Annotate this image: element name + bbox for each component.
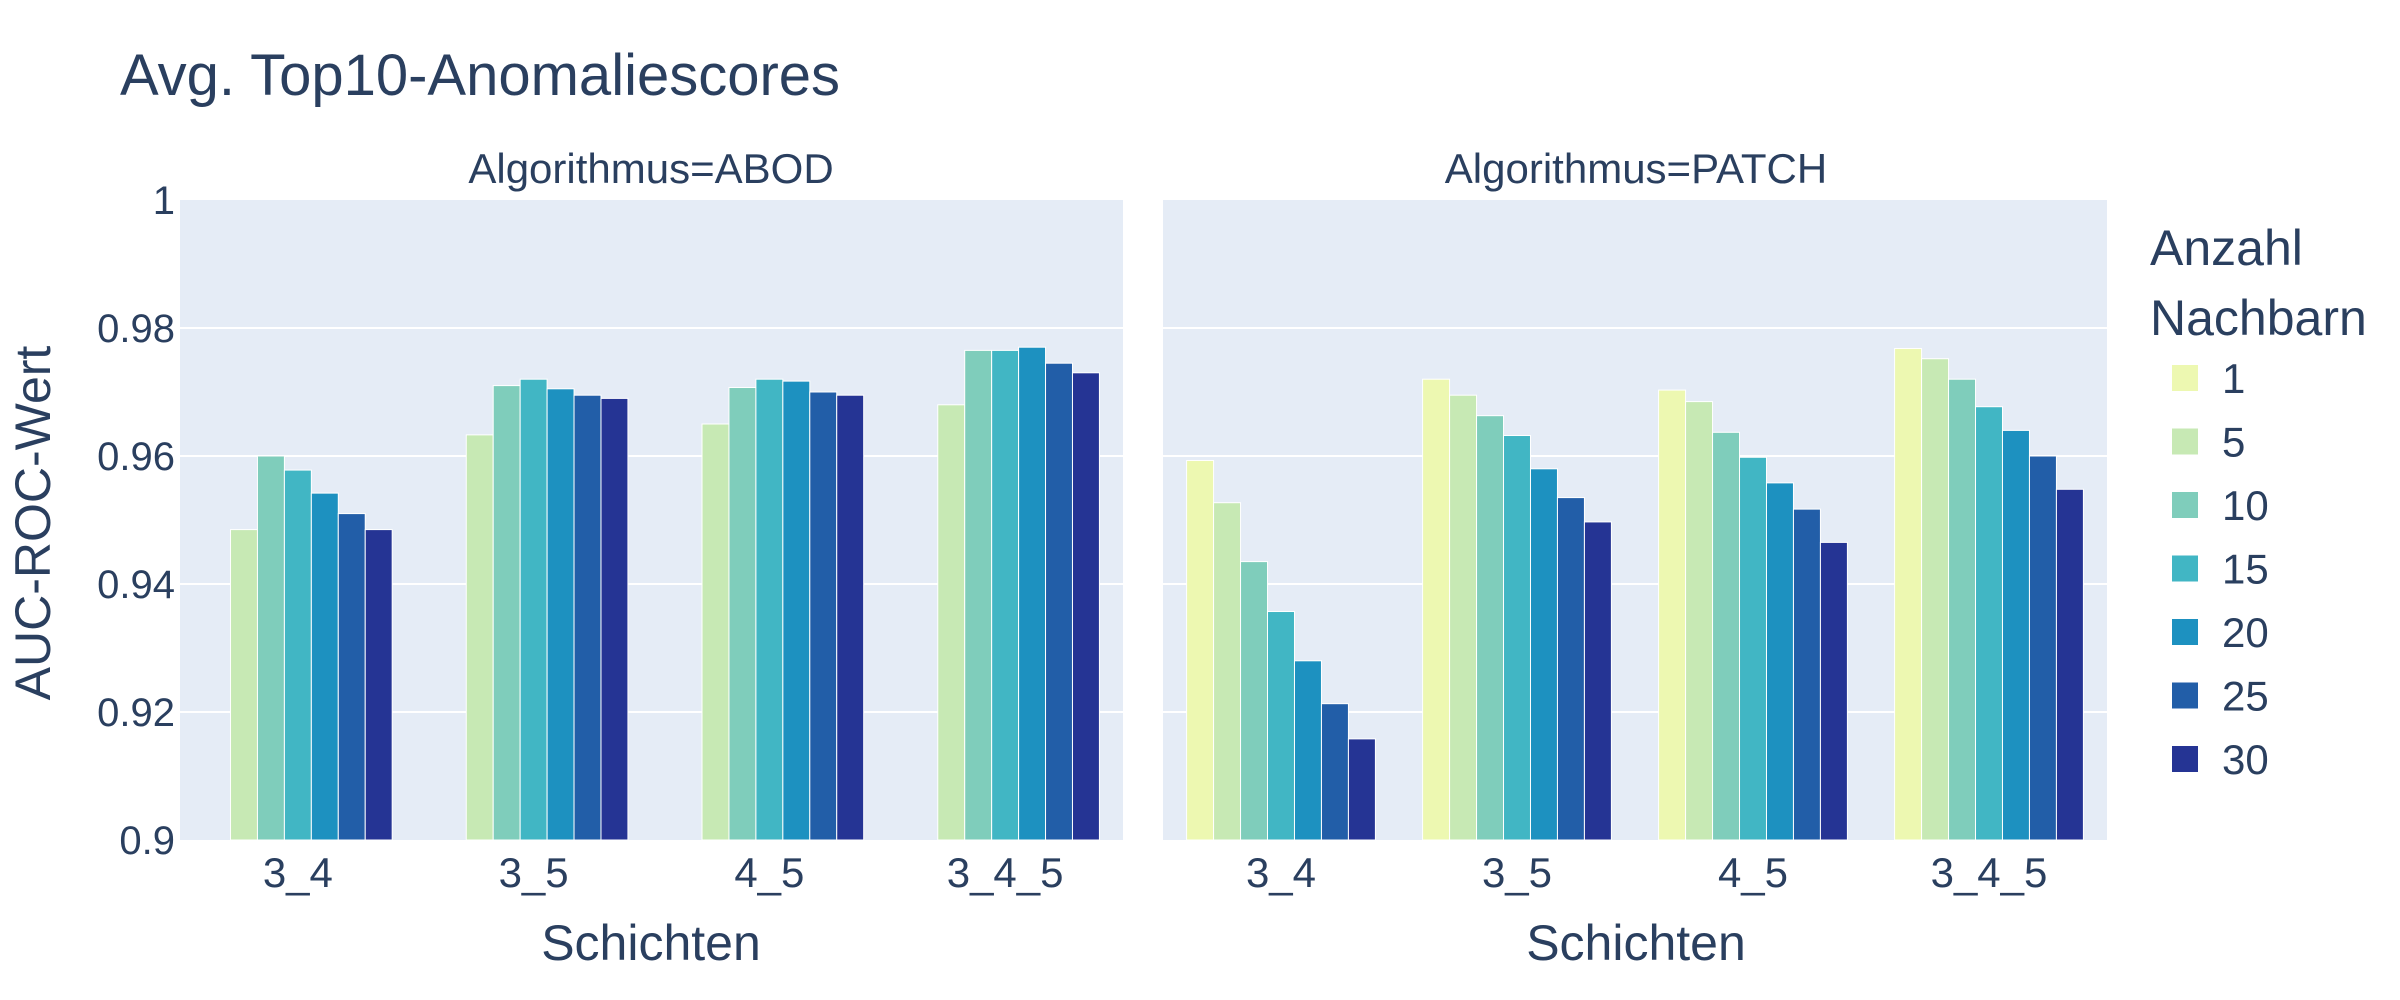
bar <box>1071 372 1100 841</box>
bar <box>2001 429 2030 841</box>
facet-abod: Algorithmus=ABOD Schichten 3_4 3_5 4_5 3_4_… <box>180 145 1123 971</box>
legend-swatch <box>2172 682 2198 709</box>
y-tick-label: 1 <box>153 179 175 223</box>
bar <box>1556 497 1585 841</box>
bar <box>1712 431 1741 841</box>
bar <box>1658 389 1687 841</box>
x-tick-label: 3_5 <box>499 849 569 896</box>
bar <box>1186 459 1215 841</box>
x-axis-label-abod: Schichten <box>541 915 761 971</box>
bar <box>1476 415 1505 841</box>
bar <box>937 404 966 841</box>
bar <box>1921 358 1950 841</box>
x-tick-label: 4_5 <box>1718 849 1788 896</box>
bar <box>728 387 757 841</box>
bar <box>1018 346 1047 841</box>
chart-title: Avg. Top10-Anomaliescores <box>120 43 840 108</box>
bar <box>546 388 575 841</box>
bar <box>1293 660 1322 841</box>
bar <box>1529 468 1558 841</box>
bar <box>1045 362 1073 841</box>
legend-swatch <box>2172 428 2198 455</box>
bar <box>2055 488 2084 841</box>
bar <box>1739 456 1767 841</box>
x-axis-label-patch: Schichten <box>1526 915 1746 971</box>
y-tick-label: 0.98 <box>97 307 175 351</box>
bar <box>701 423 730 841</box>
bar <box>1685 401 1714 841</box>
bar <box>492 385 521 841</box>
bar <box>465 434 494 841</box>
y-axis-label: AUC-ROC-Wert <box>5 346 61 701</box>
legend-label: 10 <box>2222 482 2269 529</box>
x-tick-label: 4_5 <box>734 849 804 896</box>
bar <box>1347 738 1376 841</box>
bar <box>1240 561 1269 841</box>
y-tick-label: 0.96 <box>97 435 175 479</box>
bar <box>964 349 993 841</box>
bar <box>1583 521 1612 841</box>
bar <box>1449 394 1478 841</box>
bar <box>1320 703 1349 841</box>
x-tick-label: 3_4 <box>263 849 333 896</box>
bar <box>1975 406 2003 841</box>
bar <box>256 455 285 841</box>
facet-title-abod: Algorithmus=ABOD <box>468 145 833 192</box>
bar <box>283 469 312 841</box>
bar <box>809 391 838 841</box>
bar <box>337 513 366 841</box>
legend-label: 1 <box>2222 355 2245 402</box>
bar <box>364 529 393 841</box>
legend-label: 15 <box>2222 546 2269 593</box>
facet-patch: Algorithmus=PATCH Schichten 3_4 3_5 4_5 3_4… <box>1163 145 2107 971</box>
legend-label: 30 <box>2222 736 2269 783</box>
legend-swatch <box>2172 555 2198 582</box>
bar <box>1503 435 1531 841</box>
bar <box>1792 508 1821 841</box>
legend-label: 5 <box>2222 419 2245 466</box>
legend-title-line-1: Anzahl <box>2150 220 2303 276</box>
x-tick-label: 3_5 <box>1482 849 1552 896</box>
legend-swatch <box>2172 492 2198 518</box>
legend-swatch <box>2172 746 2198 772</box>
y-tick-label: 0.9 <box>119 819 175 863</box>
bar <box>2028 455 2057 841</box>
legend-title-line-2: Nachbarn <box>2150 290 2367 346</box>
y-tick-label: 0.92 <box>97 691 175 735</box>
bar <box>310 492 339 841</box>
x-tick-label: 3_4_5 <box>1931 849 2048 896</box>
x-tick-label: 3_4_5 <box>947 849 1064 896</box>
bar <box>1213 502 1242 841</box>
legend-swatch <box>2172 365 2198 391</box>
bar <box>519 378 548 841</box>
bar <box>1819 541 1848 841</box>
bar <box>836 394 865 841</box>
bar <box>1948 378 1977 841</box>
bar <box>573 394 602 841</box>
legend-label: 20 <box>2222 609 2269 656</box>
x-tick-label: 3_4 <box>1246 849 1316 896</box>
bar <box>1422 378 1451 841</box>
bar <box>782 380 811 841</box>
legend-label: 25 <box>2222 673 2269 720</box>
bar <box>755 378 784 841</box>
bar <box>991 349 1020 841</box>
legend-swatch <box>2172 619 2198 645</box>
bar <box>600 397 629 841</box>
bar <box>1765 482 1794 841</box>
facet-title-patch: Algorithmus=PATCH <box>1445 145 1827 192</box>
y-tick-label: 0.94 <box>97 563 175 607</box>
bar <box>1894 347 1923 841</box>
bar <box>1267 611 1295 841</box>
bar <box>230 529 258 841</box>
